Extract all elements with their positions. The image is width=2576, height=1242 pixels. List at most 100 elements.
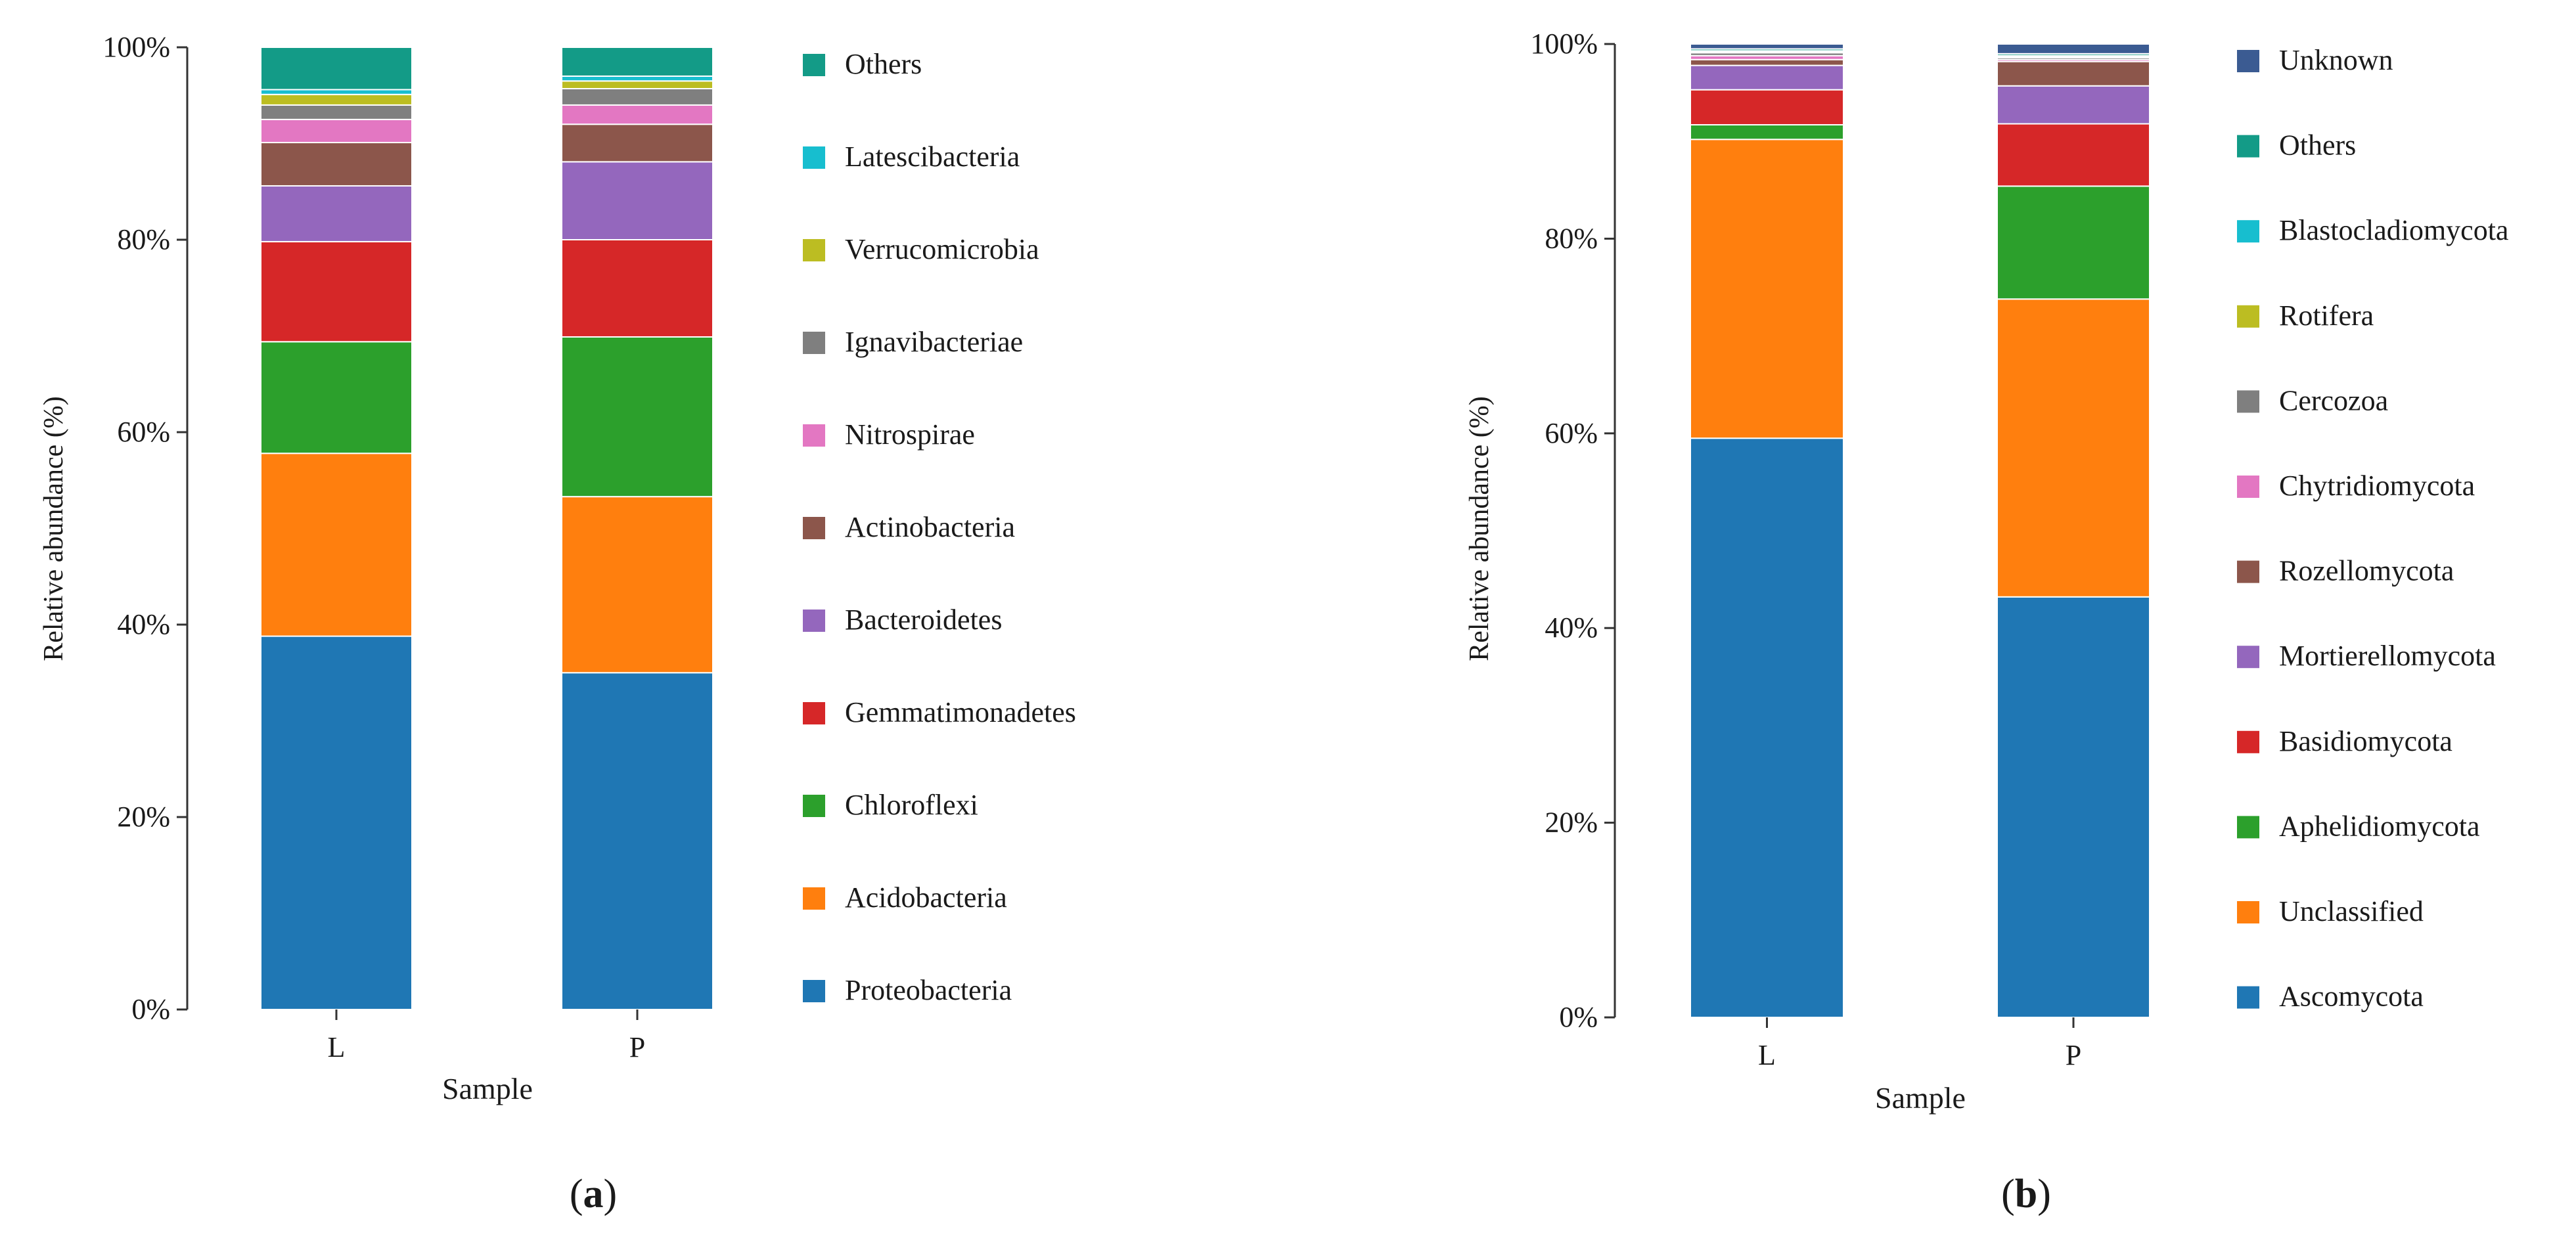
panel-a-legend-swatch: [803, 887, 825, 910]
panel-a-legend-item: Gemmatimonadetes: [803, 696, 1076, 728]
panel-b-bar-P-mortierellomycota: [1997, 85, 2150, 125]
panel-a-legend-swatch: [803, 424, 825, 447]
panel-a-bar-P-chloroflexi: [561, 336, 713, 498]
panel-b-legend-item: Others: [2237, 129, 2356, 162]
panel-b-legend-item: Cercozoa: [2237, 384, 2388, 416]
panel-a-y-tick-label: 20%: [117, 801, 170, 833]
panel-b-legend-label: Rotifera: [2279, 299, 2374, 332]
panel-b-y-tick-label: 80%: [1545, 222, 1598, 254]
panel-a-x-axis-label: Sample: [442, 1072, 533, 1105]
panel-b-chart: 0% 20% 40% 60% 80% 100% Relative abundance (%)…: [1464, 28, 2508, 1216]
panel-b-legend-label: Basidiomycota: [2279, 725, 2452, 757]
panel-b-bar-L-basidiomycota: [1690, 89, 1844, 126]
panel-a-legend-label: Proteobacteria: [845, 974, 1012, 1006]
panel-b-legend-label: Aphelidiomycota: [2279, 810, 2480, 842]
panel-a-legend-item: Acidobacteria: [803, 881, 1007, 914]
panel-b-legend-item: Chytridiomycota: [2237, 470, 2475, 502]
panel-b-x-tick-label: P: [2066, 1039, 2081, 1071]
panel-a-bar-L-nitrospirae: [260, 118, 413, 144]
panel-b-bar-P-unknown: [1997, 43, 2150, 55]
panel-b-legend-swatch: [2237, 816, 2259, 839]
panel-a-legend-item: Others: [803, 48, 922, 80]
panel-b-legend-swatch: [2237, 730, 2259, 753]
panel-a-legend-item: Actinobacteria: [803, 511, 1015, 543]
panel-b-legend-swatch: [2237, 135, 2259, 158]
panel-a-legend-label: Acidobacteria: [845, 881, 1007, 914]
panel-a-legend-item: Verrucomicrobia: [803, 233, 1039, 265]
panel-a-bar-L-verrucomicrobia: [260, 93, 413, 106]
panel-a-legend-label: Bacteroidetes: [845, 604, 1002, 636]
panel-a-bar-P-others: [561, 47, 713, 77]
panel-a-y-tick-label: 80%: [117, 223, 170, 255]
panel-b-bar-L-ascomycota: [1690, 437, 1844, 1018]
panel-a-bar-L-others: [260, 47, 413, 91]
panel-b-legend-item: Rotifera: [2237, 299, 2374, 332]
panel-a-bar-L-latescibacteria: [260, 89, 413, 95]
panel-b-bar-P-basidiomycota: [1997, 123, 2150, 187]
panel-b-legend-label: Mortierellomycota: [2279, 640, 2496, 672]
panel-a-legend-label: Verrucomicrobia: [845, 233, 1039, 265]
panel-b-legend-swatch: [2237, 390, 2259, 413]
panel-a-legend-swatch: [803, 146, 825, 169]
panel-b-legend-item: Blastocladiomycota: [2237, 214, 2508, 246]
panel-a-legend-item: Bacteroidetes: [803, 604, 1002, 636]
panel-a-bar-L-gemmatimonadetes: [260, 240, 413, 343]
panel-b-legend-label: Unknown: [2279, 44, 2393, 76]
panel-b-y-axis-label: Relative abundance (%): [1464, 396, 1495, 661]
panel-b-y-tick-label: 40%: [1545, 611, 1598, 644]
panel-a-y-tick-label: 0%: [131, 993, 170, 1025]
panel-b-legend-item: Unclassified: [2237, 895, 2424, 927]
panel-b-legend-swatch: [2237, 50, 2259, 72]
panel-a-legend-item: Ignavibacteriae: [803, 326, 1023, 358]
panel-b-legend-label: Chytridiomycota: [2279, 470, 2475, 502]
panel-a-legend-label: Chloroflexi: [845, 789, 978, 821]
panel-b-panel-label: (b): [2001, 1172, 2051, 1216]
panel-a-bar-P-gemmatimonadetes: [561, 239, 713, 338]
panel-a-bar-L-ignavibacteriae: [260, 104, 413, 120]
panel-b-x-axis-label: Sample: [1875, 1081, 1966, 1115]
panel-a-legend-item: Proteobacteria: [803, 974, 1012, 1006]
panel-a-bar-L-proteobacteria: [260, 635, 413, 1010]
panel-b-legend-swatch: [2237, 986, 2259, 1009]
panel-b-legend-item: Rozellomycota: [2237, 555, 2454, 587]
panel-b-legend-swatch: [2237, 646, 2259, 669]
panel-a-x-tick-label: L: [328, 1031, 346, 1063]
panel-a-legend-swatch: [803, 517, 825, 539]
panel-b-legend-label: Rozellomycota: [2279, 555, 2454, 587]
panel-a-bar-L-actinobacteria: [260, 142, 413, 187]
panel-a-bar-P-proteobacteria: [561, 672, 713, 1010]
panel-a-bar-L-chloroflexi: [260, 341, 413, 455]
panel-a-bar-L-bacteroidetes: [260, 185, 413, 242]
panel-a-legend-swatch: [803, 610, 825, 632]
panel-a-legend-swatch: [803, 980, 825, 1002]
panel-b-x-tick-label: L: [1758, 1039, 1776, 1071]
panel-b-legend-label: Cercozoa: [2279, 384, 2388, 416]
panel-b-legend-swatch: [2237, 220, 2259, 243]
panel-b-legend-item: Basidiomycota: [2237, 725, 2452, 757]
panel-a-bar-P-actinobacteria: [561, 123, 713, 163]
panel-a-bar-L-acidobacteria: [260, 453, 413, 637]
panel-a-legend-label: Actinobacteria: [845, 511, 1015, 543]
panel-a-legend-item: Chloroflexi: [803, 789, 978, 821]
panel-a-chart: 0% 20% 40% 60% 80% 100% Relative abundance (%)…: [39, 31, 1076, 1216]
panel-a-legend-swatch: [803, 795, 825, 817]
panel-a-legend-swatch: [803, 239, 825, 261]
panel-b-bar-L-unknown: [1690, 43, 1844, 50]
panel-a-y-axis-label: Relative abundance (%): [39, 396, 69, 661]
panel-b-bar-L-rozellomycota: [1690, 58, 1844, 66]
panel-a-bar-P-verrucomicrobia: [561, 80, 713, 89]
panel-a-legend-label: Latescibacteria: [845, 141, 1020, 173]
panel-b-bar-P-ascomycota: [1997, 596, 2150, 1018]
panel-a-legend-swatch: [803, 54, 825, 76]
panel-b-y-tick-label: 100%: [1530, 28, 1598, 60]
panel-b-legend-label: Blastocladiomycota: [2279, 214, 2508, 246]
panel-a-bar-P-latescibacteria: [561, 75, 713, 82]
panel-b-y-tick-label: 60%: [1545, 417, 1598, 449]
panel-b-bar-P-rozellomycota: [1997, 60, 2150, 87]
panel-b-y-tick-label: 20%: [1545, 807, 1598, 839]
panel-b-y-tick-label: 0%: [1559, 1001, 1598, 1033]
panel-a-legend-swatch: [803, 702, 825, 724]
panel-a-legend-item: Nitrospirae: [803, 418, 975, 451]
panel-a-y-tick-label: 40%: [117, 608, 170, 640]
